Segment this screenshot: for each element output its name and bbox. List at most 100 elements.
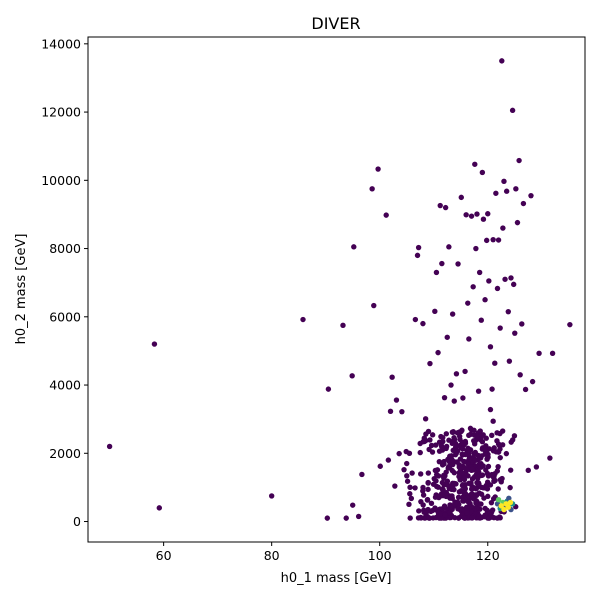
data-point [441,503,448,509]
data-point [472,457,479,464]
data-point [443,493,449,500]
data-point [350,502,356,508]
data-point [433,269,440,276]
data-point [420,492,427,498]
data-point [457,456,464,462]
data-point [516,157,522,164]
data-point [404,460,410,467]
data-point [478,501,484,507]
y-tick-label: 8000 [49,241,81,256]
data-point [508,275,514,281]
data-point [473,245,479,252]
data-point [490,236,496,243]
data-point [485,463,492,470]
data-point [453,371,460,377]
data-point [478,484,485,491]
data-point [409,470,415,476]
data-point [468,503,475,510]
data-point [443,443,450,450]
data-point [156,505,163,511]
data-point [359,471,365,478]
data-point [472,161,478,167]
data-point [478,453,485,459]
data-point [407,491,413,497]
data-point [463,212,469,218]
data-point [406,501,412,508]
data-point [427,360,433,367]
data-point [443,431,450,437]
data-point [447,509,453,515]
data-point [529,378,536,385]
data-point [417,471,424,477]
data-point [428,442,435,449]
x-tick-label: 100 [368,548,392,563]
data-point [422,416,429,422]
data-point [519,321,525,327]
data-point [500,225,506,231]
data-point [452,451,459,458]
data-point [465,445,471,452]
data-point [451,486,457,493]
data-point [461,515,467,521]
data-point [450,461,456,468]
data-point [459,506,465,512]
data-point [418,514,424,521]
data-point [467,425,474,432]
data-point [525,467,531,474]
data-point [458,194,464,201]
data-point [451,480,458,487]
data-point [444,334,450,340]
data-point [418,498,424,505]
data-point [461,476,468,483]
data-point [473,500,479,506]
x-axis-label: h0_1 mass [GeV] [281,571,392,586]
data-point [469,466,476,472]
data-point [494,468,501,474]
data-point [466,336,472,342]
x-tick-label: 120 [476,548,500,563]
y-tick-label: 2000 [49,446,81,461]
data-point [499,58,505,64]
data-point [106,443,113,450]
data-point [502,276,508,282]
data-point [497,477,504,483]
data-point [477,428,483,434]
data-point [355,513,362,520]
data-point [324,515,331,521]
data-point [420,488,426,494]
data-point [497,454,503,461]
data-point [495,486,501,492]
data-point [401,466,407,473]
data-point [396,450,402,457]
data-point [513,186,519,192]
data-point [449,429,456,435]
data-point [461,490,467,496]
data-point [445,482,451,488]
data-point [442,512,448,518]
data-point [493,190,499,196]
data-point [489,432,495,439]
data-point [430,481,437,487]
data-point [387,408,394,415]
data-point [509,107,516,114]
data-point [547,455,553,461]
data-point [268,493,275,499]
data-point [436,458,443,465]
data-point [489,386,495,392]
data-point [426,515,432,521]
data-point [459,470,466,476]
data-point [476,471,482,477]
y-tick-label: 12000 [41,105,81,120]
data-point [468,491,474,498]
data-point [437,492,444,499]
data-point [495,496,502,503]
data-point [440,434,446,441]
data-point [475,388,482,394]
data-point [428,500,435,506]
data-point [494,430,500,436]
data-point [469,515,475,521]
data-point [487,344,494,350]
data-point [470,284,476,290]
data-point [482,447,488,453]
data-point [486,278,492,284]
